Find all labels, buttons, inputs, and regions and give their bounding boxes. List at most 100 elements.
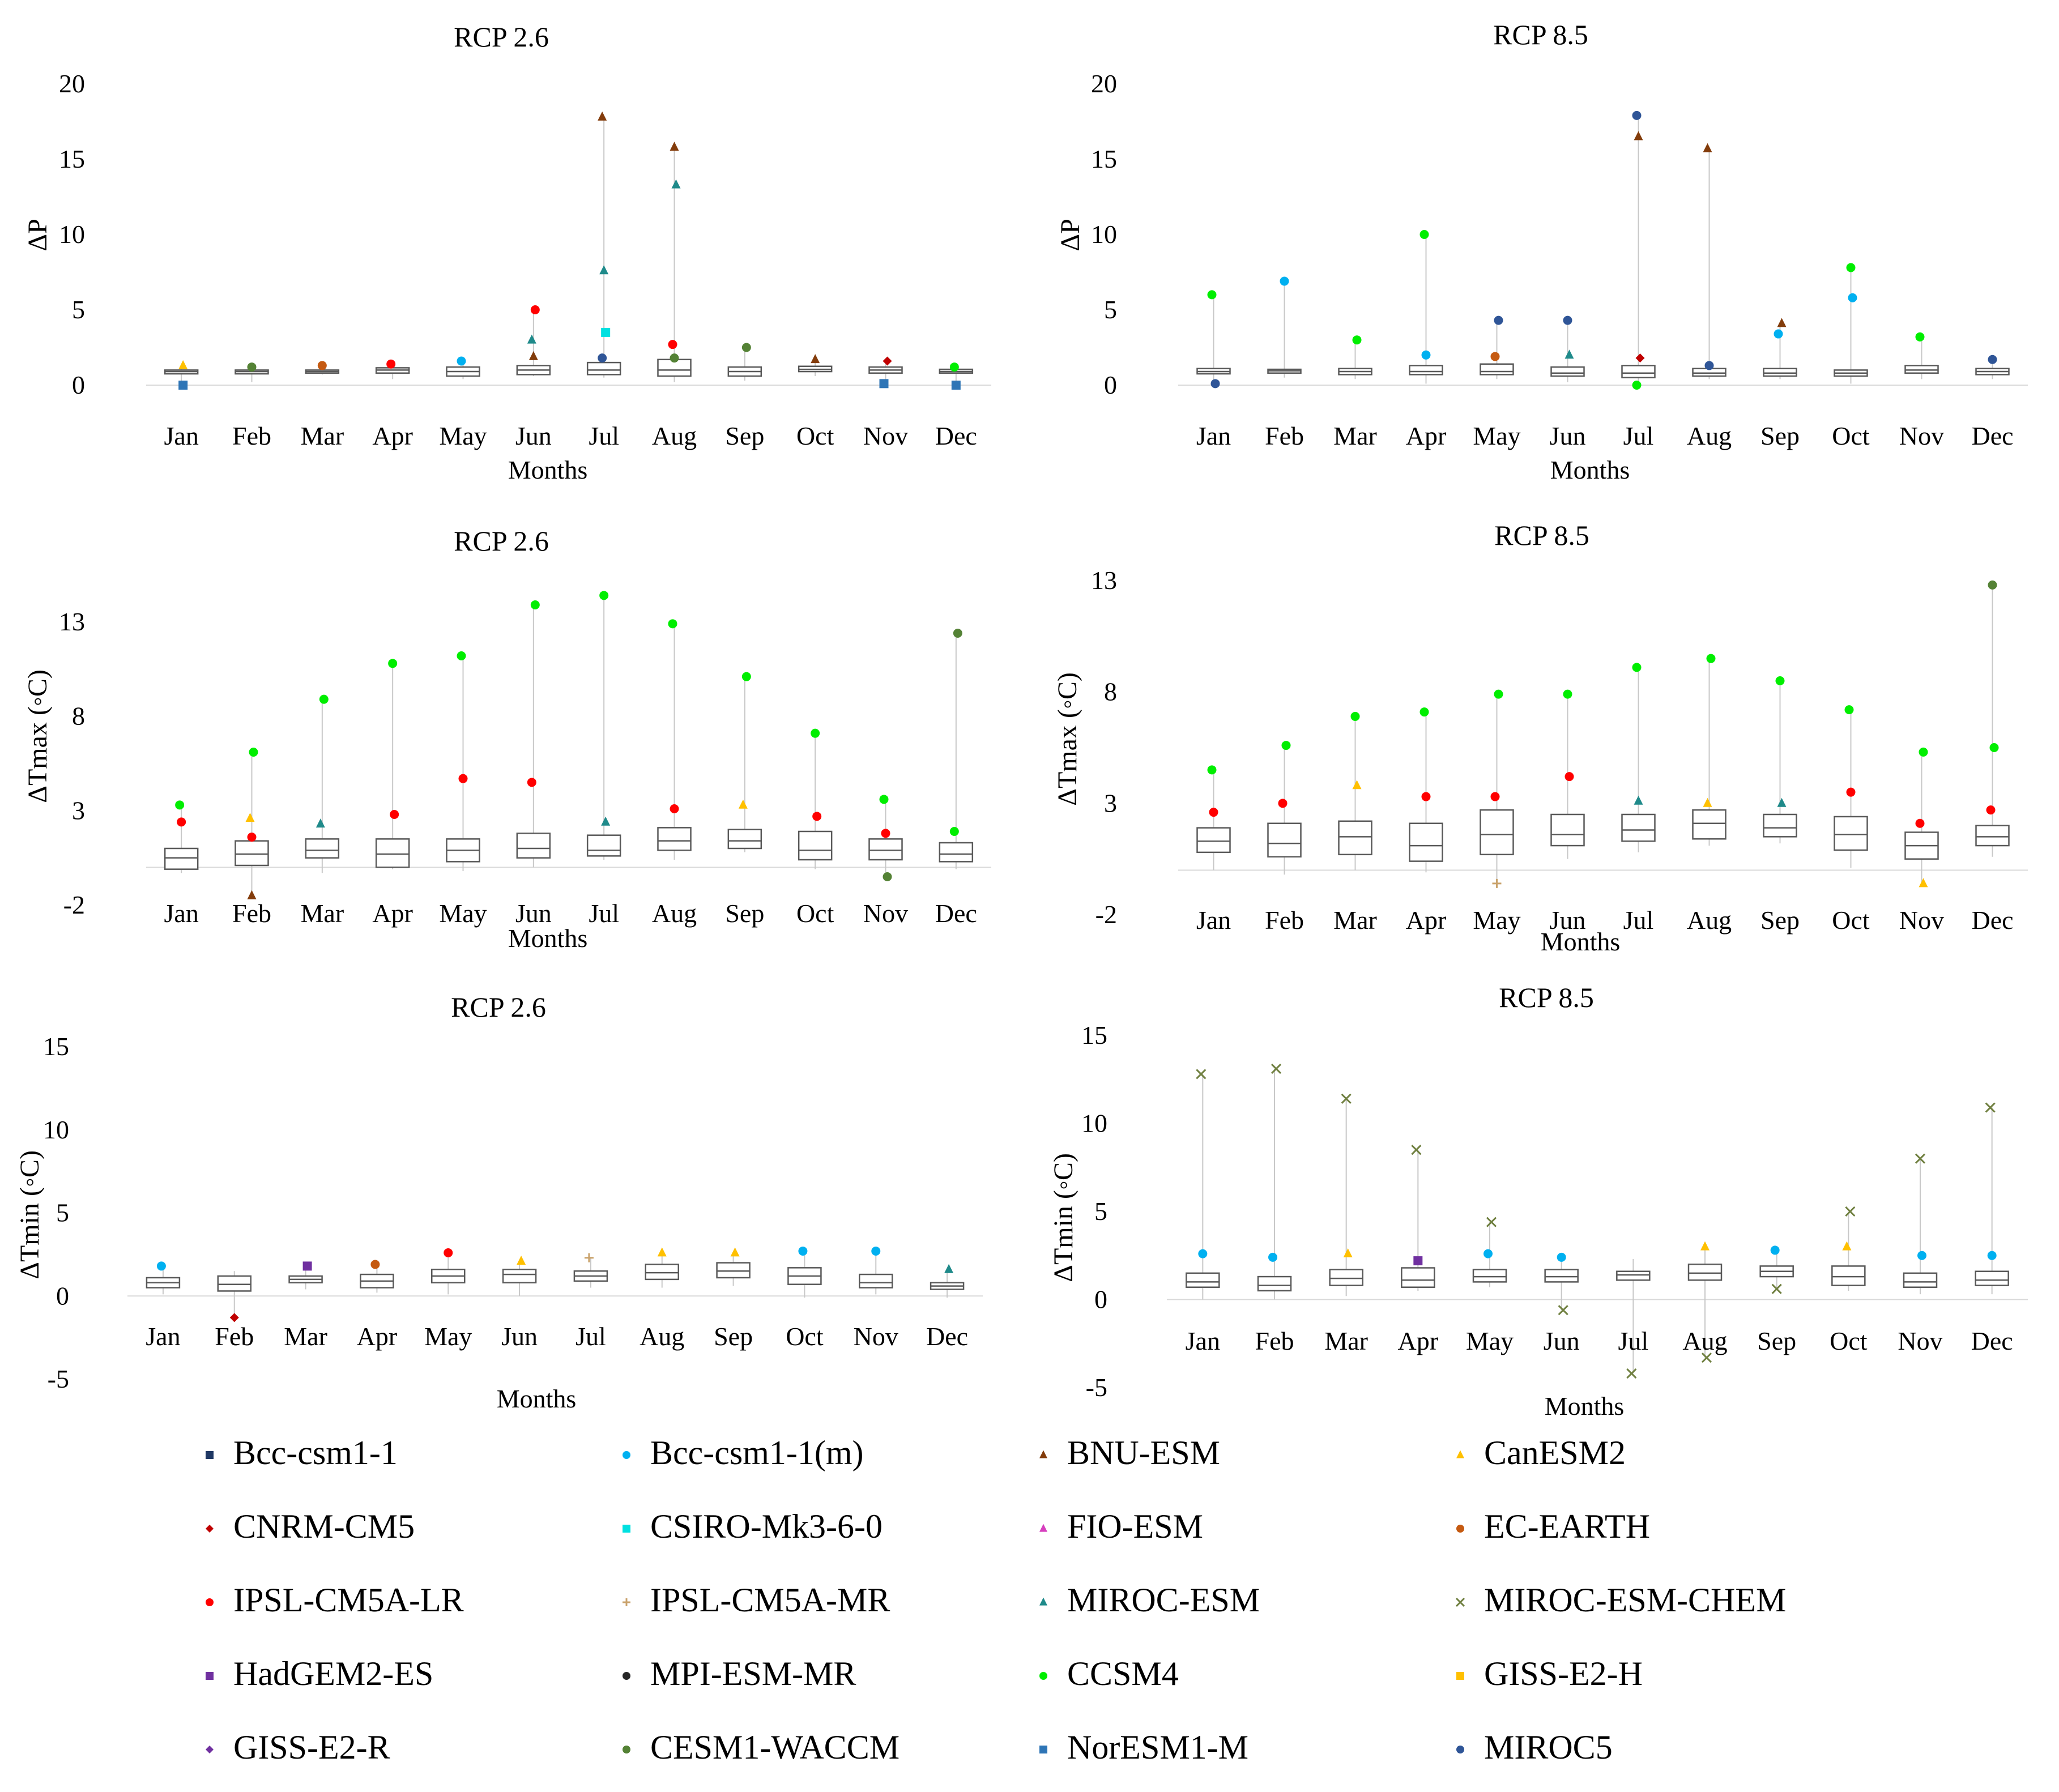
box xyxy=(1831,1265,1866,1286)
box xyxy=(1903,1272,1938,1288)
y-tick-label: 3 xyxy=(72,796,85,825)
data-point xyxy=(1483,1249,1493,1258)
legend-marker xyxy=(1456,1525,1464,1533)
data-point xyxy=(601,816,611,826)
data-point xyxy=(670,353,679,363)
box xyxy=(868,838,903,861)
data-point xyxy=(1278,799,1288,808)
y-tick-label: 5 xyxy=(72,295,85,324)
x-tick-label: Jan xyxy=(164,421,199,450)
data-point xyxy=(738,799,748,809)
data-point xyxy=(879,795,889,804)
legend-marker xyxy=(206,1672,214,1680)
x-tick-label: Sep xyxy=(725,899,764,928)
legend-marker xyxy=(1039,1524,1047,1532)
x-tick-label: Feb xyxy=(232,899,271,928)
legend-label: CNRM-CM5 xyxy=(233,1508,415,1545)
data-point xyxy=(1774,329,1783,339)
data-point xyxy=(229,1313,239,1322)
data-point xyxy=(530,305,540,314)
y-tick-label: 0 xyxy=(1104,370,1117,399)
data-point xyxy=(1271,1064,1282,1074)
box xyxy=(1472,1269,1507,1283)
y-tick-label: 20 xyxy=(1091,69,1117,98)
data-point xyxy=(1210,379,1220,389)
data-point xyxy=(670,804,679,813)
panel-precip-rcp26: RCP 2.6 ΔP Months 0 5 10 15 20 Jan Feb Mar Apr Ma… xyxy=(23,21,991,484)
box xyxy=(164,847,199,870)
x-tick-label: Nov xyxy=(863,421,908,450)
legend-marker xyxy=(206,1598,214,1606)
y-tick-label: 20 xyxy=(59,69,85,98)
x-tick-label: Mar xyxy=(301,421,344,450)
data-point xyxy=(517,1256,526,1265)
data-point xyxy=(1198,1249,1208,1258)
x-tick-label: Nov xyxy=(1898,1326,1942,1355)
x-axis-label: Months xyxy=(1545,1392,1625,1420)
box xyxy=(1544,1269,1579,1283)
y-tick-label: 10 xyxy=(1091,220,1117,249)
data-point xyxy=(1421,350,1431,360)
x-axis-label: Months xyxy=(497,1384,577,1413)
x-tick-label: Mar xyxy=(1333,421,1377,450)
legend-label: CESM1-WACCM xyxy=(650,1729,900,1766)
chart-title: RCP 8.5 xyxy=(1493,19,1588,50)
y-tick-label: 15 xyxy=(59,144,85,173)
data-point xyxy=(668,340,677,349)
box xyxy=(1480,809,1514,856)
data-point xyxy=(247,362,257,372)
x-tick-label: Apr xyxy=(1406,421,1447,450)
legend-label: FIO-ESM xyxy=(1067,1508,1203,1545)
y-tick-label: 10 xyxy=(43,1115,69,1144)
y-tick-label: -5 xyxy=(48,1364,69,1393)
legend-marker xyxy=(1455,1597,1465,1607)
data-point xyxy=(1207,765,1217,775)
box xyxy=(1329,1269,1363,1286)
data-point xyxy=(388,659,398,668)
box xyxy=(1257,1275,1292,1292)
data-point xyxy=(657,1247,667,1257)
chart-title: RCP 2.6 xyxy=(454,525,549,557)
data-point xyxy=(1632,381,1642,390)
x-tick-label: Jun xyxy=(1550,421,1586,450)
box xyxy=(1401,1267,1435,1288)
x-tick-label: Aug xyxy=(640,1322,684,1351)
legend-marker xyxy=(1039,1672,1047,1680)
panel-tmin-rcp26: RCP 2.6 ΔTmin (◦C) Months -5 0 5 10 15 Jan Feb… xyxy=(15,991,983,1413)
data-point xyxy=(949,827,959,836)
y-axis-label: ΔTmin (◦C) xyxy=(1048,1153,1078,1282)
x-tick-label: Mar xyxy=(1333,906,1377,935)
data-point xyxy=(1917,1251,1926,1260)
box xyxy=(1763,813,1797,838)
box xyxy=(1692,809,1727,840)
data-point xyxy=(1634,795,1643,805)
x-tick-label: Jan xyxy=(164,899,199,928)
data-point xyxy=(949,362,959,372)
data-point xyxy=(1565,349,1574,359)
data-point xyxy=(1635,353,1645,363)
data-point xyxy=(741,343,751,352)
x-tick-label: Jan xyxy=(1186,1326,1220,1355)
x-tick-label: Dec xyxy=(935,421,977,450)
x-tick-label: Dec xyxy=(926,1322,968,1351)
data-point xyxy=(598,111,607,121)
x-tick-label: Jun xyxy=(515,899,552,928)
legend-label: IPSL-CM5A-MR xyxy=(650,1581,890,1619)
legend-marker xyxy=(623,1525,630,1533)
data-point xyxy=(730,1247,740,1257)
x-tick-label: Jun xyxy=(1544,1326,1580,1355)
box xyxy=(1409,822,1443,862)
x-tick-label: Oct xyxy=(786,1322,824,1351)
x-tick-label: Aug xyxy=(1682,1326,1727,1355)
data-point xyxy=(1632,110,1642,120)
legend-marker xyxy=(623,1746,630,1753)
data-point xyxy=(1701,1352,1712,1363)
x-tick-label: Sep xyxy=(725,421,764,450)
y-tick-label: 0 xyxy=(72,370,85,399)
y-tick-label: -2 xyxy=(63,890,85,919)
data-point xyxy=(601,327,611,337)
data-point xyxy=(1421,792,1431,801)
x-tick-label: Sep xyxy=(714,1322,753,1351)
data-point xyxy=(1352,335,1362,345)
data-point xyxy=(1703,143,1712,152)
